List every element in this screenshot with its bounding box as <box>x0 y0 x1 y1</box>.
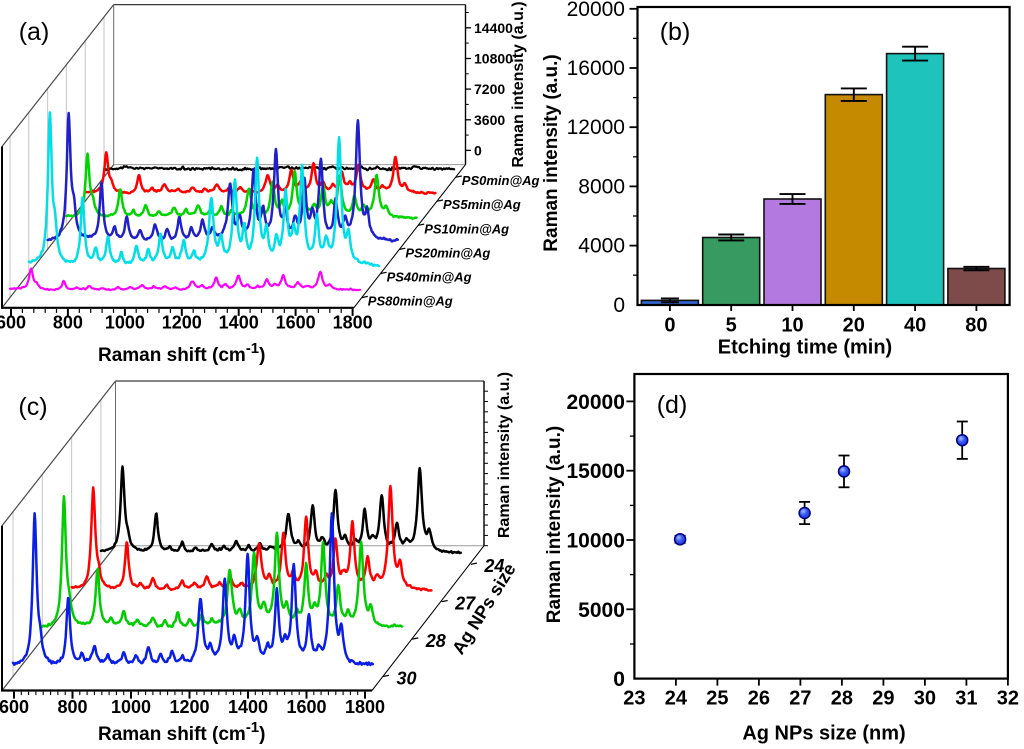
svg-text:1800: 1800 <box>345 697 385 717</box>
svg-text:20000: 20000 <box>566 391 624 414</box>
svg-text:Etching time (min): Etching time (min) <box>718 337 892 359</box>
svg-text:3600: 3600 <box>474 112 505 128</box>
svg-text:24: 24 <box>665 688 688 710</box>
svg-text:30: 30 <box>396 668 416 688</box>
svg-text:1200: 1200 <box>162 313 202 333</box>
svg-text:Raman intensity (a.u.): Raman intensity (a.u.) <box>544 426 565 623</box>
svg-text:8000: 8000 <box>578 175 625 198</box>
svg-text:7200: 7200 <box>474 81 505 97</box>
svg-text:Ag NPs size (nm): Ag NPs size (nm) <box>742 723 905 745</box>
svg-text:23: 23 <box>623 688 645 710</box>
svg-text:PS80min@Ag: PS80min@Ag <box>368 294 453 309</box>
svg-text:0: 0 <box>474 142 482 158</box>
svg-text:80: 80 <box>965 315 987 337</box>
svg-text:30: 30 <box>914 688 936 710</box>
svg-text:24: 24 <box>483 556 504 576</box>
svg-text:20000: 20000 <box>567 0 625 21</box>
svg-text:12000: 12000 <box>567 116 625 139</box>
svg-text:26: 26 <box>748 688 770 710</box>
svg-text:Raman intensity (a.u.): Raman intensity (a.u.) <box>541 54 562 251</box>
svg-text:10: 10 <box>781 315 803 337</box>
svg-text:4000: 4000 <box>578 235 625 258</box>
svg-text:(d): (d) <box>657 391 688 419</box>
svg-text:31: 31 <box>955 688 977 710</box>
svg-text:28: 28 <box>831 688 853 710</box>
svg-text:1400: 1400 <box>228 697 268 717</box>
svg-text:(c): (c) <box>18 393 47 421</box>
svg-text:1800: 1800 <box>333 313 373 333</box>
svg-text:1000: 1000 <box>111 697 151 717</box>
svg-text:Raman shift (cm-1): Raman shift (cm-1) <box>98 340 265 366</box>
svg-text:27: 27 <box>789 688 811 710</box>
svg-text:PS20min@Ag: PS20min@Ag <box>405 245 490 260</box>
svg-text:800: 800 <box>53 313 83 333</box>
svg-text:800: 800 <box>57 697 87 717</box>
svg-text:10800: 10800 <box>474 51 513 67</box>
svg-text:5000: 5000 <box>578 599 625 622</box>
svg-text:0: 0 <box>613 294 625 317</box>
svg-text:1400: 1400 <box>219 313 259 333</box>
svg-text:20: 20 <box>843 315 865 337</box>
svg-text:Raman shift (cm-1): Raman shift (cm-1) <box>98 719 265 745</box>
svg-text:15000: 15000 <box>566 460 624 483</box>
svg-text:600: 600 <box>0 313 26 333</box>
svg-text:PS5min@Ag: PS5min@Ag <box>443 197 521 212</box>
svg-text:(b): (b) <box>660 18 691 46</box>
svg-text:25: 25 <box>706 688 728 710</box>
svg-text:PS0min@Ag: PS0min@Ag <box>462 173 540 188</box>
svg-text:5: 5 <box>726 315 737 337</box>
svg-text:16000: 16000 <box>567 57 625 80</box>
svg-text:600: 600 <box>0 697 29 717</box>
svg-text:PS10min@Ag: PS10min@Ag <box>424 221 509 236</box>
svg-text:1600: 1600 <box>276 313 316 333</box>
svg-text:0: 0 <box>664 315 675 337</box>
svg-text:28: 28 <box>425 631 446 651</box>
svg-text:PS40min@Ag: PS40min@Ag <box>387 270 472 285</box>
svg-text:(a): (a) <box>19 18 50 46</box>
svg-text:1200: 1200 <box>169 697 209 717</box>
svg-text:40: 40 <box>904 315 926 337</box>
svg-text:1000: 1000 <box>105 313 145 333</box>
svg-text:32: 32 <box>997 688 1019 710</box>
svg-text:14400: 14400 <box>474 20 513 36</box>
svg-text:0: 0 <box>613 668 625 691</box>
svg-text:Raman intensity (a.u.): Raman intensity (a.u.) <box>510 1 527 167</box>
svg-text:29: 29 <box>872 688 894 710</box>
svg-text:1600: 1600 <box>286 697 326 717</box>
svg-text:10000: 10000 <box>566 530 624 553</box>
svg-text:Raman intensity (a.u.): Raman intensity (a.u.) <box>496 372 513 538</box>
svg-text:27: 27 <box>454 594 476 614</box>
